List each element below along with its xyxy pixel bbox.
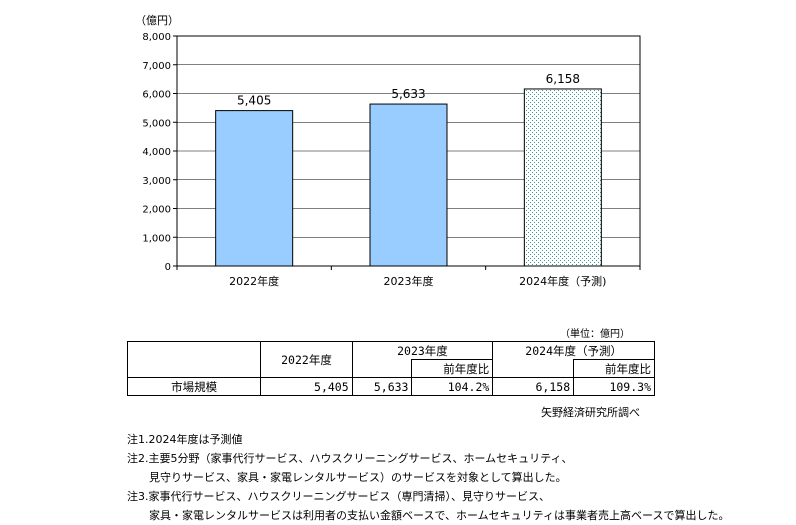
cell-2022-value: 5,405 [260, 377, 353, 396]
table-unit-label: （単位：億円） [560, 329, 630, 340]
subheader-spacer-2024 [492, 359, 574, 378]
y-tick-label: 5,000 [142, 118, 171, 129]
header-2023: 2023年度 [351, 341, 494, 360]
table-header-row: 2022年度 2023年度 2024年度（予測） [126, 341, 655, 378]
data-label: 5,633 [391, 87, 425, 101]
cell-2024-yoy: 109.3% [573, 377, 655, 396]
data-label: 6,158 [546, 72, 580, 86]
source-note: 矢野経済研究所調べ [541, 406, 640, 419]
header-2022: 2022年度 [260, 341, 353, 378]
table-corner-cell [126, 341, 262, 378]
data-label: 5,405 [237, 94, 271, 108]
subheader-yoy-2023: 前年度比 [411, 359, 494, 378]
y-tick-label: 6,000 [142, 90, 171, 101]
table-row: 市場規模 5,405 5,633 104.2% 6,158 109.3% [126, 377, 655, 396]
y-tick-label: 2,000 [142, 205, 171, 216]
cell-2023-yoy: 104.2% [411, 377, 494, 396]
note-line: 家具・家電レンタルサービスは利用者の支払い金額ベースで、ホームセキュリティは事業… [127, 509, 730, 522]
note-line: 見守りサービス、家具・家電レンタルサービス）のサービスを対象として算出した。 [127, 471, 567, 484]
y-tick-label: 8,000 [142, 32, 171, 43]
note-line: 注1.2024年度は予測値 [127, 433, 243, 446]
bar [215, 110, 294, 267]
y-tick-label: 7,000 [142, 61, 171, 72]
x-tick-label: 2024年度（予測) [519, 274, 606, 288]
note-line: 注3.家事代行サービス、ハウスクリーニングサービス（専門清掃）、見守りサービス、 [127, 490, 550, 503]
subheader-spacer-2023 [351, 359, 412, 378]
y-axis-unit-label: （億円） [135, 14, 179, 27]
row-label-market-size: 市場規模 [126, 377, 262, 396]
bar [369, 103, 448, 267]
bar-forecast [523, 88, 602, 267]
bar-chart: 5,405 5,633 6,158 0 1,000 2,000 3,000 4,000 5,0… [142, 32, 641, 288]
y-tick-label: 1,000 [142, 233, 171, 244]
x-tick-label: 2022年度 [229, 274, 279, 288]
y-tick-label: 0 [165, 262, 171, 273]
cell-2024-value: 6,158 [492, 377, 575, 396]
x-tick-label: 2023年度 [384, 274, 434, 288]
subheader-yoy-2024: 前年度比 [573, 359, 655, 378]
notes-block: 注1.2024年度は予測値 注2.主要5分野（家事代行サービス、ハウスクリーニン… [127, 430, 729, 525]
market-size-table: 2022年度 2023年度 2024年度（予測） 前年度比 前年度比 市場規模 … [126, 341, 655, 396]
cell-2023-value: 5,633 [351, 377, 413, 396]
header-2024: 2024年度（予測） [492, 341, 655, 360]
y-tick-label: 3,000 [142, 176, 171, 187]
note-line: 注2.主要5分野（家事代行サービス、ハウスクリーニングサービス、ホームセキュリテ… [127, 452, 573, 465]
y-tick-label: 4,000 [142, 147, 171, 158]
